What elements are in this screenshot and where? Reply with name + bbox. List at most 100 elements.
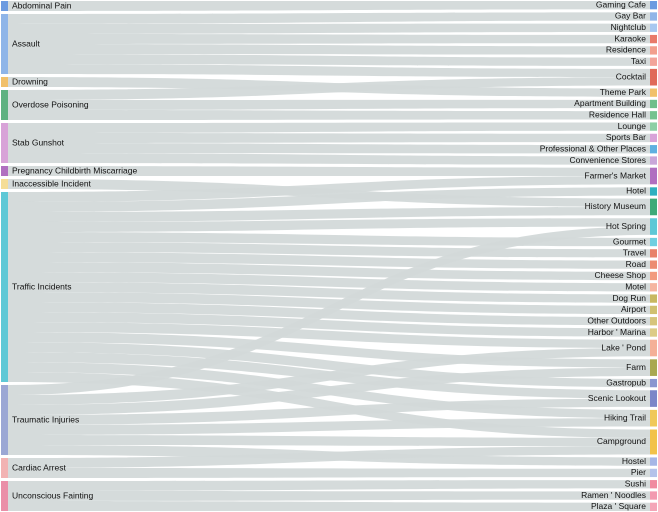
target-label-road: Road	[626, 259, 647, 269]
target-node-hiking-trail	[650, 409, 657, 427]
target-label-residence: Residence	[606, 45, 646, 55]
target-node-gourmet	[650, 237, 657, 247]
target-label-other-outdoors: Other Outdoors	[587, 315, 646, 325]
source-label-inaccessible-incident: Inaccessible Incident	[12, 178, 92, 188]
source-node-traumatic-injuries	[1, 385, 8, 455]
target-node-gay-bar	[650, 12, 657, 21]
target-label-campground: Campground	[597, 436, 646, 446]
target-node-lounge	[650, 122, 657, 131]
target-label-sports-bar: Sports Bar	[606, 132, 646, 142]
target-node-karaoke	[650, 34, 657, 44]
link-assault-to-residence	[8, 44, 650, 55]
sankey-links	[8, 1, 650, 511]
target-node-farm	[650, 359, 657, 376]
link-assault-to-taxi	[8, 54, 650, 66]
target-node-hotel	[650, 187, 657, 196]
link-overdose-poisoning-to-residence-hall	[8, 110, 650, 120]
target-node-apartment-building	[650, 99, 657, 109]
target-label-sushi: Sushi	[625, 478, 646, 488]
target-label-professional-other-places: Professional & Other Places	[540, 143, 646, 153]
target-node-campground	[650, 429, 657, 455]
source-label-pregnancy-childbirth-miscarriage: Pregnancy Childbirth Miscarriage	[12, 165, 137, 175]
target-node-gastropub	[650, 378, 657, 388]
target-node-residence-hall	[650, 111, 657, 120]
link-unconscious-fainting-to-ramen-noodles	[8, 491, 650, 501]
target-label-motel: Motel	[625, 282, 646, 292]
link-stab-gunshot-to-professional-other-places	[8, 143, 650, 154]
target-label-airport: Airport	[621, 304, 647, 314]
link-stab-gunshot-to-convenience-stores	[8, 153, 650, 165]
source-label-drowning: Drowning	[12, 76, 48, 86]
link-overdose-poisoning-to-apartment-building	[8, 99, 650, 110]
target-label-cheese-shop: Cheese Shop	[594, 270, 646, 280]
link-traffic-incidents-to-hotel	[8, 187, 650, 212]
link-traumatic-injuries-to-hiking-trail	[8, 418, 650, 435]
source-label-stab-gunshot: Stab Gunshot	[12, 137, 65, 147]
target-node-motel	[650, 283, 657, 292]
link-unconscious-fainting-to-sushi	[8, 480, 650, 491]
target-label-dog-run: Dog Run	[612, 293, 646, 303]
source-label-overdose-poisoning: Overdose Poisoning	[12, 99, 89, 109]
link-pregnancy-childbirth-miscarriage-to-farmer-s-market	[8, 166, 650, 176]
target-label-lake-pond: Lake ' Pond	[601, 342, 646, 352]
link-traumatic-injuries-to-farm	[8, 367, 650, 415]
link-overdose-poisoning-to-cocktail	[8, 77, 650, 100]
target-node-sushi	[650, 480, 657, 489]
link-assault-to-nightclub	[8, 23, 650, 34]
target-label-hostel: Hostel	[622, 456, 646, 466]
link-abdominal-pain-to-gaming-cafe	[8, 1, 650, 11]
sankey-labels: Abdominal Pain Assault Drowning Overdose Po…	[12, 0, 647, 511]
target-node-theme-park	[650, 88, 657, 97]
target-node-travel	[650, 249, 657, 258]
target-label-hot-spring: Hot Spring	[606, 221, 646, 231]
link-traffic-incidents-to-gourmet	[8, 232, 650, 247]
link-cardiac-arrest-to-campground	[8, 446, 650, 468]
source-node-overdose-poisoning	[1, 90, 8, 120]
link-traffic-incidents-to-dog-run	[8, 282, 650, 303]
link-traffic-incidents-to-campground	[8, 372, 650, 438]
target-node-residence	[650, 46, 657, 55]
link-traffic-incidents-to-hot-spring	[8, 218, 650, 232]
target-label-taxi: Taxi	[631, 56, 646, 66]
link-traumatic-injuries-to-hot-spring	[8, 226, 650, 395]
target-label-lounge: Lounge	[618, 121, 647, 131]
source-node-inaccessible-incident	[1, 179, 8, 189]
target-node-cocktail	[650, 68, 657, 86]
source-node-cardiac-arrest	[1, 458, 8, 478]
target-node-scenic-lookout	[650, 390, 657, 407]
target-label-gastropub: Gastropub	[606, 377, 646, 387]
link-assault-to-gay-bar	[8, 12, 650, 24]
target-node-other-outdoors	[650, 317, 657, 326]
source-label-cardiac-arrest: Cardiac Arrest	[12, 462, 66, 472]
link-traumatic-injuries-to-scenic-lookout	[8, 398, 650, 425]
target-label-farmer-s-market: Farmer's Market	[584, 170, 646, 180]
target-label-gay-bar: Gay Bar	[615, 11, 646, 21]
source-node-pregnancy-childbirth-miscarriage	[1, 166, 8, 176]
target-node-hostel	[650, 457, 657, 466]
link-traffic-incidents-to-airport	[8, 292, 650, 315]
source-node-abdominal-pain	[1, 1, 8, 11]
link-traffic-incidents-to-harbor-marina	[8, 312, 650, 337]
target-node-pier	[650, 468, 657, 478]
link-traumatic-injuries-to-lake-pond	[8, 348, 650, 405]
link-traffic-incidents-to-travel	[8, 242, 650, 258]
target-label-history-museum: History Museum	[585, 201, 646, 211]
target-label-gourmet: Gourmet	[613, 236, 647, 246]
link-traffic-incidents-to-lake-pond	[8, 322, 650, 348]
target-label-pier: Pier	[631, 467, 646, 477]
target-node-gaming-cafe	[650, 1, 657, 10]
target-label-hotel: Hotel	[626, 186, 646, 196]
target-node-history-museum	[650, 198, 657, 216]
source-label-traffic-incidents: Traffic Incidents	[12, 281, 72, 291]
target-node-nightclub	[650, 23, 657, 32]
target-node-harbor-marina	[650, 328, 657, 337]
target-label-karaoke: Karaoke	[614, 33, 646, 43]
source-node-assault	[1, 14, 8, 74]
target-node-hot-spring	[650, 218, 657, 235]
target-node-ramen-noodles	[650, 491, 657, 500]
link-traffic-incidents-to-road	[8, 252, 650, 269]
link-unconscious-fainting-to-plaza-square	[8, 501, 650, 511]
target-label-ramen-noodles: Ramen ' Noodles	[581, 490, 646, 500]
